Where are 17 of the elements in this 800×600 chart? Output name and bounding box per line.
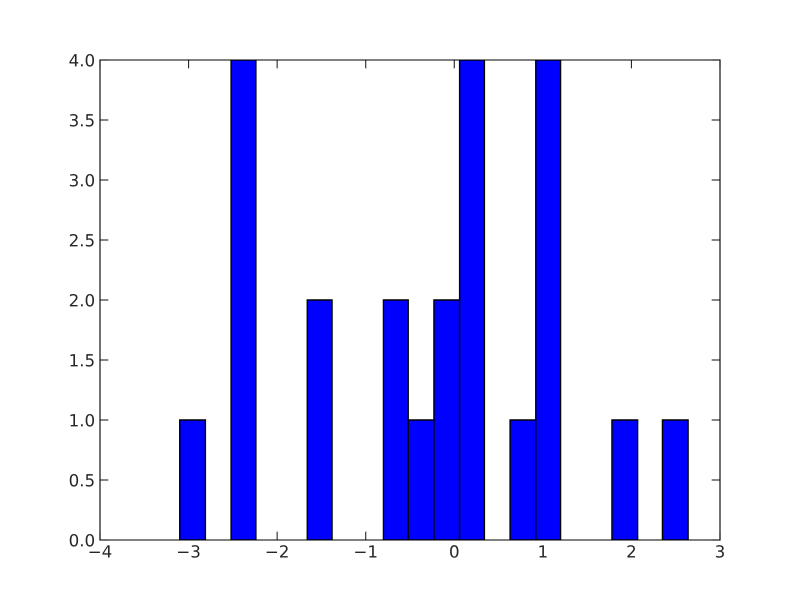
y-tick-label: 0.5 [70, 474, 94, 487]
y-tick-label: 3.0 [70, 174, 94, 187]
x-tick-label: 3 [716, 545, 724, 558]
x-tick-label: −4 [89, 545, 112, 558]
y-tick-label: 1.5 [70, 354, 94, 367]
x-tick-label: 0 [450, 545, 458, 558]
x-tick-label: 2 [627, 545, 636, 558]
y-tick-label: 1.0 [70, 414, 94, 427]
x-tick-label: 1 [539, 545, 547, 558]
y-tick-label: 3.5 [70, 114, 94, 127]
y-tick-label: 2.0 [70, 294, 94, 307]
x-tick-label: −1 [355, 545, 376, 558]
x-tick-label: −3 [178, 545, 200, 558]
y-tick-label: 2.5 [70, 234, 94, 247]
y-tick-label: 4.0 [69, 54, 94, 67]
x-tick-label: −2 [266, 545, 288, 558]
y-tick-label: 0.0 [70, 534, 94, 547]
